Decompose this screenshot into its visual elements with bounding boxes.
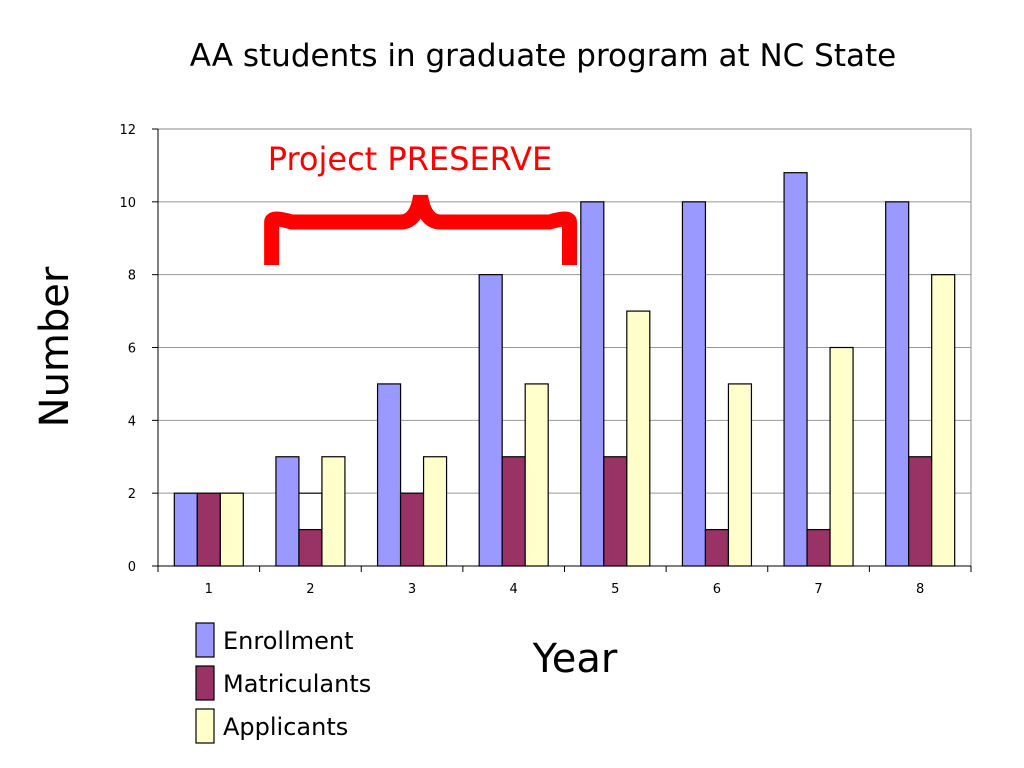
x-tick-label: 4 — [510, 582, 518, 597]
legend-label-enrollment: Enrollment — [223, 627, 354, 655]
outline-marker-2 — [298, 492, 323, 530]
legend-swatch-matriculants — [195, 665, 215, 701]
bars — [173, 172, 956, 567]
bar-applicants-7 — [829, 346, 854, 567]
legend-swatch-enrollment — [195, 622, 215, 658]
y-tick-label: 10 — [119, 196, 136, 211]
x-tick-label: 6 — [713, 582, 721, 597]
bar-enrollment-1 — [173, 492, 198, 567]
y-tick-label: 8 — [128, 269, 136, 284]
annotation-text: Project PRESERVE — [268, 140, 553, 178]
bar-enrollment-5 — [580, 201, 605, 567]
bar-enrollment-2 — [275, 456, 300, 567]
y-tick-label: 6 — [128, 342, 136, 357]
bar-matriculants-8 — [908, 456, 933, 567]
bar-matriculants-5 — [603, 456, 628, 567]
legend: Enrollment Matriculants Applicants — [195, 622, 371, 744]
bar-matriculants-3 — [399, 492, 425, 567]
x-axis-ticks: 1 2 3 4 5 6 7 8 — [157, 566, 972, 597]
bar-enrollment-6 — [681, 201, 707, 567]
legend-swatch-applicants — [195, 708, 215, 744]
bar-applicants-5 — [626, 310, 651, 567]
chart-title: AA students in graduate program at NC St… — [190, 38, 897, 74]
y-tick-label: 0 — [128, 560, 136, 575]
bar-enrollment-3 — [376, 383, 402, 567]
y-tick-label: 2 — [128, 487, 136, 502]
x-tick-label: 2 — [306, 582, 314, 597]
x-tick-label: 7 — [814, 582, 822, 597]
bar-matriculants-1 — [196, 492, 221, 567]
x-tick-label: 8 — [916, 582, 924, 597]
bar-matriculants-6 — [704, 528, 730, 567]
x-tick-label: 1 — [205, 582, 213, 597]
bar-enrollment-8 — [885, 201, 910, 567]
bar-enrollment-7 — [783, 172, 808, 567]
bar-matriculants-7 — [806, 528, 831, 567]
y-tick-label: 12 — [119, 123, 136, 138]
bar-applicants-3 — [422, 456, 448, 567]
x-tick-label: 3 — [408, 582, 416, 597]
bar-applicants-8 — [931, 274, 956, 567]
legend-label-matriculants: Matriculants — [223, 670, 371, 698]
x-tick-label: 5 — [611, 582, 619, 597]
bar-applicants-1 — [219, 492, 244, 567]
annotation-brace — [264, 194, 577, 265]
x-axis-label: Year — [532, 636, 618, 682]
project-annotation: Project PRESERVE — [264, 140, 577, 265]
bar-applicants-4 — [524, 383, 549, 567]
y-tick-label: 4 — [128, 414, 136, 429]
legend-label-applicants: Applicants — [223, 713, 348, 741]
bar-matriculants-2 — [298, 528, 323, 567]
bar-matriculants-4 — [501, 456, 526, 567]
y-axis-label: Number — [32, 266, 78, 427]
bar-applicants-6 — [727, 383, 753, 567]
bar-applicants-2 — [321, 456, 346, 567]
bar-enrollment-4 — [478, 274, 503, 567]
